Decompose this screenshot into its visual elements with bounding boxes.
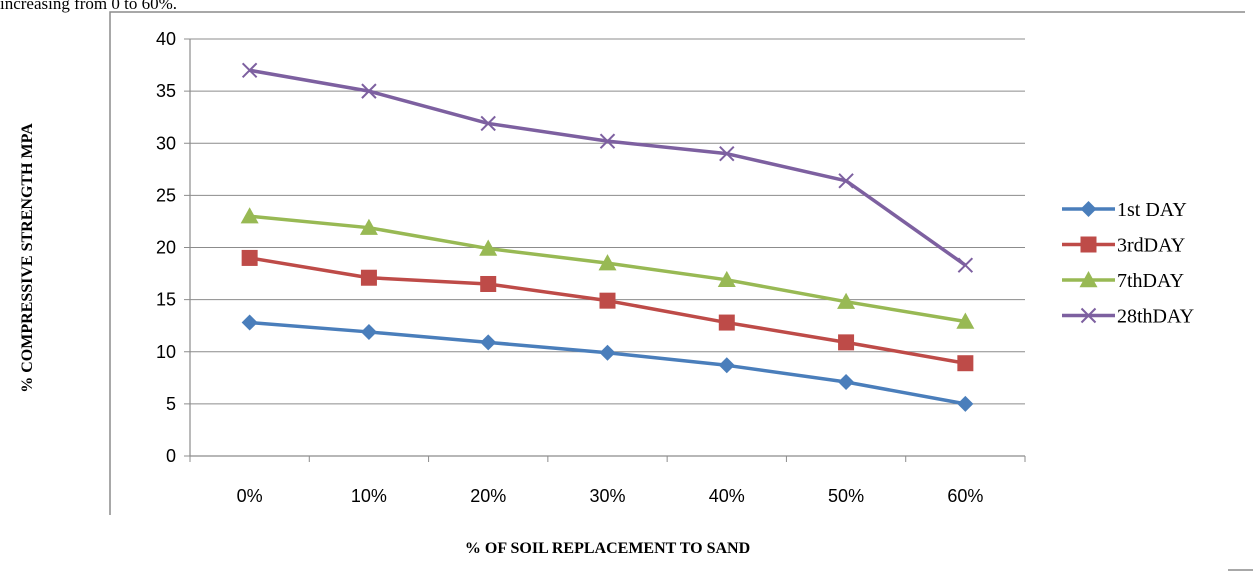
x-axis-title-text: % OF SOIL REPLACEMENT TO SAND bbox=[464, 540, 751, 557]
data-point bbox=[599, 292, 616, 309]
y-axis-title: % COMPRESSIVE STRENGTH MPA bbox=[19, 123, 36, 393]
legend-label: 1st DAY bbox=[1117, 199, 1187, 221]
y-tick-label: 25 bbox=[156, 185, 176, 205]
y-tick-label: 10 bbox=[156, 342, 176, 362]
data-point bbox=[838, 173, 854, 189]
legend-item: 7thDAY bbox=[1062, 270, 1184, 292]
marker-stroke bbox=[957, 257, 974, 273]
legend-item: 28thDAY bbox=[1062, 306, 1194, 328]
data-point bbox=[838, 334, 855, 351]
x-tick-label: 50% bbox=[828, 486, 864, 506]
series-28thday bbox=[241, 62, 974, 273]
x-tick-labels: 0% 10% 20% 30% 40% 50% 60% bbox=[237, 486, 984, 506]
series-7thday bbox=[240, 207, 975, 329]
x-tick-label: 20% bbox=[470, 486, 506, 506]
legend-marker bbox=[1079, 271, 1098, 288]
data-point bbox=[718, 314, 735, 331]
legend-marker bbox=[1080, 307, 1097, 324]
x-tick-label: 40% bbox=[709, 486, 745, 506]
data-point bbox=[837, 292, 856, 309]
data-point bbox=[957, 395, 974, 412]
y-tick-label: 20 bbox=[156, 238, 176, 258]
data-point bbox=[359, 218, 378, 235]
axes bbox=[184, 38, 1026, 462]
legend: 1st DAY 3rdDAY 7thDAY 28thDAY bbox=[1062, 199, 1194, 328]
series-line bbox=[249, 68, 967, 267]
legend-label: 3rdDAY bbox=[1117, 235, 1185, 257]
marker-stroke bbox=[241, 62, 258, 78]
y-tick-label: 0 bbox=[166, 446, 176, 466]
data-point bbox=[479, 239, 498, 256]
x-tick-label: 0% bbox=[237, 486, 263, 506]
data-point bbox=[718, 357, 735, 374]
data-point bbox=[361, 83, 377, 99]
data-point bbox=[360, 269, 377, 286]
chart-frame bbox=[109, 11, 1253, 571]
legend-item: 1st DAY bbox=[1062, 199, 1187, 221]
data-point bbox=[480, 115, 496, 132]
data-point bbox=[480, 334, 497, 351]
y-tick-label: 15 bbox=[156, 290, 176, 310]
marker-stroke bbox=[1080, 307, 1097, 324]
data-point bbox=[360, 323, 377, 340]
data-point bbox=[241, 249, 258, 266]
legend-marker bbox=[1080, 201, 1097, 217]
data-point bbox=[957, 355, 974, 372]
data-point bbox=[599, 133, 616, 149]
legend-label: 28thDAY bbox=[1117, 306, 1194, 328]
y-tick-label: 5 bbox=[166, 394, 176, 414]
y-tick-labels: 0 5 10 15 20 25 30 35 40 bbox=[156, 29, 176, 466]
data-point bbox=[241, 314, 258, 331]
series-lines bbox=[240, 62, 975, 412]
marker-stroke bbox=[838, 173, 854, 189]
y-tick-label: 35 bbox=[156, 81, 176, 101]
body-text-fragment: increasing from 0 to 60%. bbox=[0, 0, 178, 13]
legend-label: 7thDAY bbox=[1117, 270, 1184, 292]
marker-stroke bbox=[361, 83, 377, 99]
x-tick-label: 10% bbox=[351, 486, 387, 506]
data-point bbox=[957, 257, 974, 273]
chart-area-border bbox=[109, 11, 1245, 515]
y-tick-label: 40 bbox=[156, 29, 176, 49]
x-tick-label: 30% bbox=[589, 486, 625, 506]
data-point bbox=[838, 373, 855, 390]
data-point bbox=[480, 275, 497, 292]
data-point bbox=[719, 145, 735, 162]
data-point bbox=[598, 254, 617, 271]
series-3rdday bbox=[241, 249, 974, 372]
marker-stroke bbox=[599, 133, 616, 149]
x-axis-title: % OF SOIL REPLACEMENT TO SAND bbox=[0, 540, 1253, 558]
series-line bbox=[249, 320, 966, 406]
data-point bbox=[956, 312, 975, 329]
x-tick-label: 60% bbox=[947, 486, 983, 506]
legend-marker bbox=[1080, 236, 1097, 253]
data-point bbox=[717, 270, 736, 288]
marker-stroke bbox=[480, 115, 496, 132]
legend-item: 3rdDAY bbox=[1062, 235, 1185, 257]
y-tick-label: 30 bbox=[156, 133, 176, 153]
marker-stroke bbox=[719, 145, 735, 162]
series-1st-day bbox=[241, 314, 974, 412]
data-point bbox=[599, 344, 616, 361]
data-point bbox=[240, 207, 259, 224]
data-point bbox=[241, 62, 258, 78]
